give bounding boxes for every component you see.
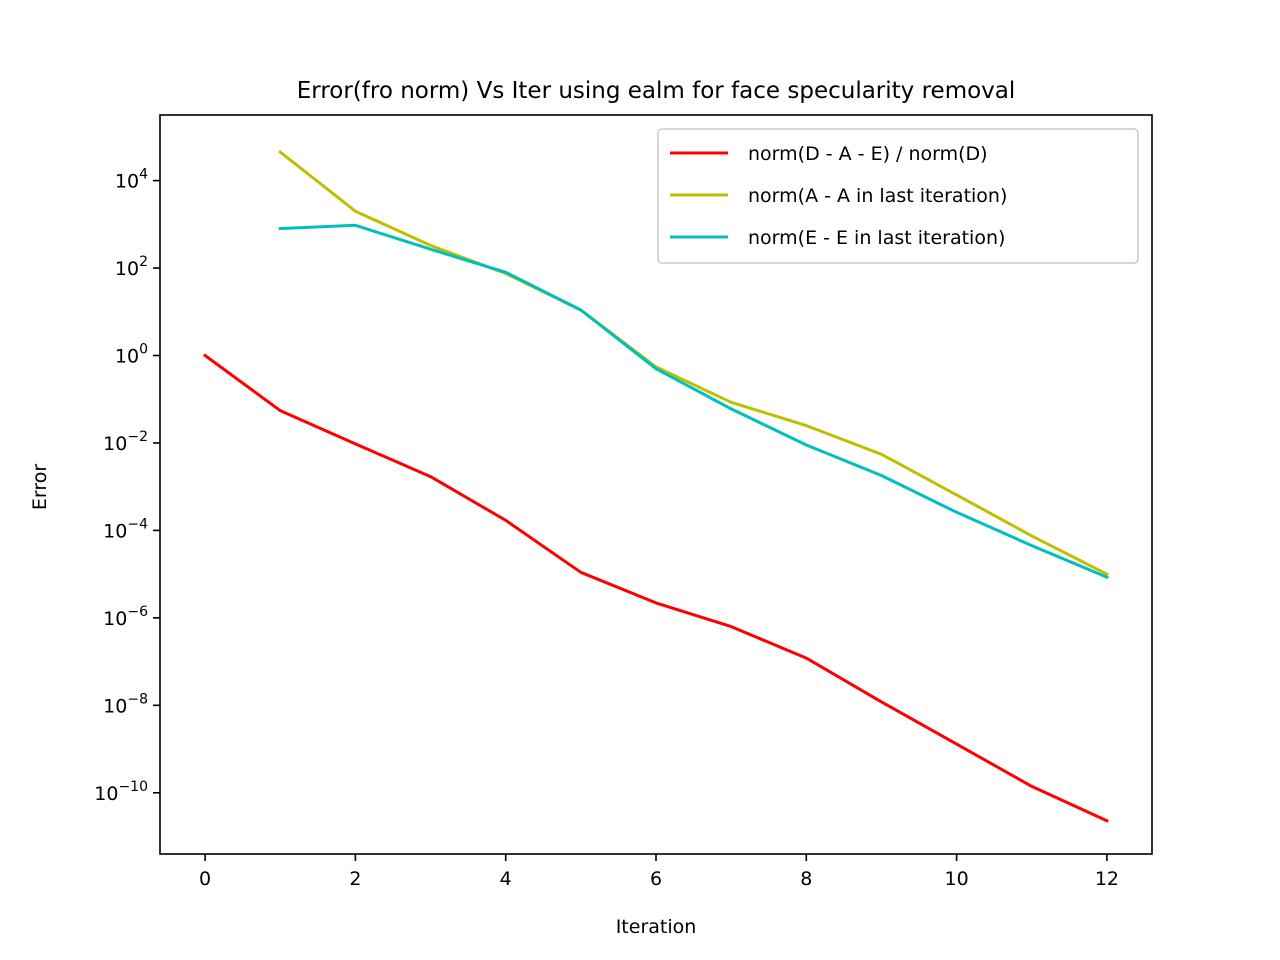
plot-frame (159, 114, 1153, 855)
series-line-residual (203, 353, 1109, 823)
series-line-a-change (278, 149, 1109, 577)
series-line-e-change (278, 223, 1109, 580)
x-tick-label: 2 (349, 868, 361, 890)
x-tick-label: 4 (500, 868, 512, 890)
chart-title: Error(fro norm) Vs Iter using ealm for f… (297, 78, 1016, 104)
y-tick-label: 100 (115, 342, 148, 368)
y-tick-label: 104 (115, 167, 148, 193)
x-tick-label: 6 (650, 868, 662, 890)
y-tick-label: 10−8 (103, 691, 148, 717)
x-tick-label: 0 (199, 868, 211, 890)
y-tick-label: 102 (115, 254, 148, 280)
y-tick-label: 10−2 (103, 429, 148, 455)
legend-box (657, 128, 1139, 264)
legend-label-e-change: norm(E - E in last iteration) (748, 227, 1005, 249)
x-tick-label: 12 (1095, 868, 1119, 890)
legend: norm(D - A - E) / norm(D) norm(A - A in … (657, 128, 1139, 264)
plot-area (203, 149, 1109, 823)
x-tick-label: 10 (945, 868, 969, 890)
y-tick-label: 10−10 (94, 779, 148, 805)
x-axis-label: Iteration (616, 916, 697, 938)
y-tick-label: 10−4 (103, 516, 148, 542)
y-tick-label: 10−6 (103, 604, 148, 630)
axis-ticks: 0 2 4 6 8 10 12 104 102 100 10−2 10−4 10−6 10−8 10−10 (94, 167, 1119, 890)
legend-label-a-change: norm(A - A in last iteration) (748, 185, 1007, 207)
y-axis-label: Error (29, 464, 51, 511)
x-tick-label: 8 (800, 868, 812, 890)
legend-label-residual: norm(D - A - E) / norm(D) (748, 143, 988, 165)
